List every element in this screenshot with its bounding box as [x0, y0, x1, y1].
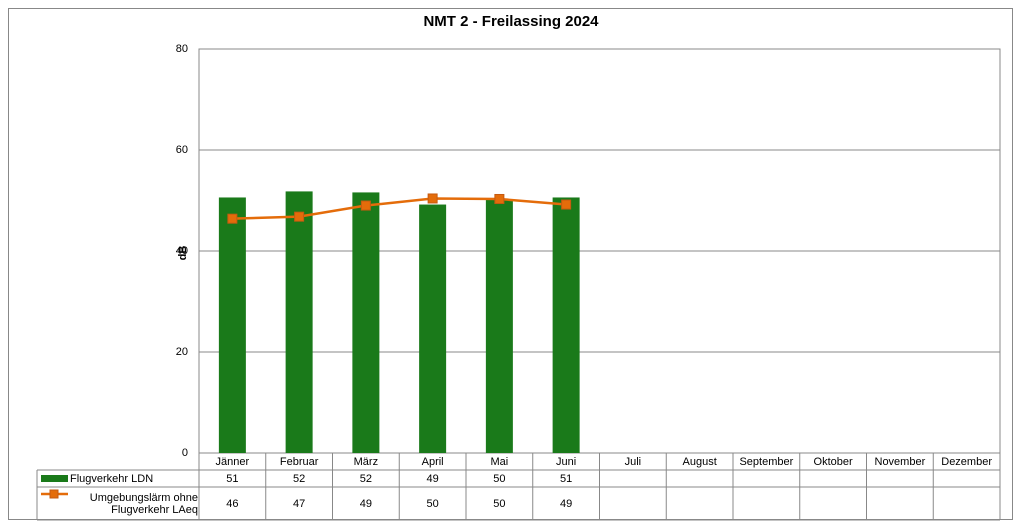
x-tick-label: Februar — [280, 456, 319, 468]
y-tick-label: 0 — [182, 447, 188, 459]
marker — [427, 193, 438, 204]
x-tick-label: Jänner — [216, 456, 250, 468]
legend-label: Flugverkehr LDN — [70, 473, 153, 485]
table-cell: 50 — [493, 498, 505, 510]
bar — [485, 199, 513, 453]
line — [232, 197, 567, 220]
x-tick-label: Juli — [625, 456, 642, 468]
table-cell: 51 — [560, 473, 572, 485]
x-tick-label: Juni — [556, 456, 576, 468]
bar — [352, 192, 380, 454]
x-tick-label: November — [875, 456, 926, 468]
table-cell: 49 — [560, 498, 572, 510]
y-tick-label: 60 — [176, 144, 188, 156]
y-tick-label: 80 — [176, 43, 188, 55]
table-cell: 49 — [427, 473, 439, 485]
table-cell: 51 — [226, 473, 238, 485]
marker — [494, 193, 505, 204]
bar — [218, 197, 246, 453]
marker — [227, 213, 238, 224]
chart-title: NMT 2 - Freilassing 2024 — [423, 13, 599, 30]
x-tick-label: Mai — [491, 456, 509, 468]
legend-swatch — [49, 489, 59, 499]
table-cell: 52 — [293, 473, 305, 485]
legend-swatch — [41, 475, 68, 482]
y-tick-label: 40 — [176, 245, 188, 257]
table-cell: 50 — [493, 473, 505, 485]
marker — [561, 199, 572, 210]
x-tick-label: Dezember — [941, 456, 992, 468]
x-tick-label: Oktober — [814, 456, 853, 468]
bar — [419, 204, 447, 453]
table-cell: 47 — [293, 498, 305, 510]
x-tick-label: September — [739, 456, 793, 468]
table-cell: 50 — [427, 498, 439, 510]
table-cell: 52 — [360, 473, 372, 485]
x-tick-label: August — [683, 456, 717, 468]
marker — [360, 200, 371, 211]
bar — [285, 191, 313, 453]
y-tick-label: 20 — [176, 346, 188, 358]
table-cell: 46 — [226, 498, 238, 510]
marker — [294, 211, 305, 222]
legend-label: Umgebungslärm ohne Flugverkehr LAeq — [89, 491, 198, 516]
y-axis-label: dB — [177, 246, 189, 261]
x-tick-label: März — [354, 456, 378, 468]
x-tick-label: April — [422, 456, 444, 468]
bar — [552, 197, 580, 453]
table-cell: 49 — [360, 498, 372, 510]
